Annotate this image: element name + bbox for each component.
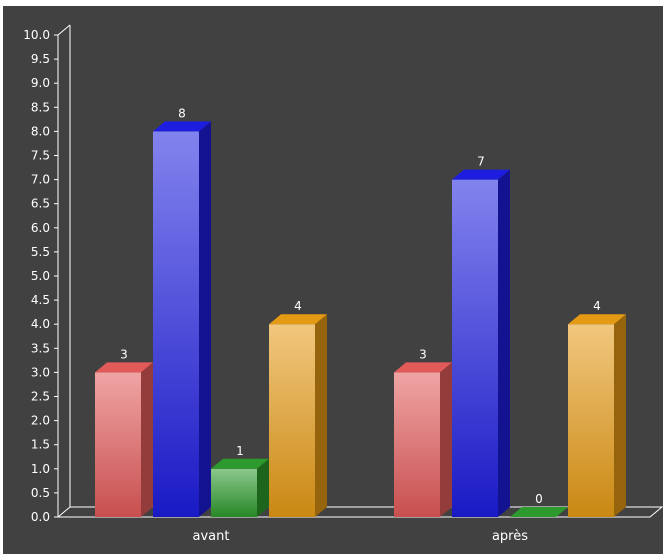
y-tick-label: 9.5 <box>31 52 50 66</box>
data-labels: 3 8 1 4 3 7 0 4 <box>120 106 601 506</box>
bar <box>394 362 452 517</box>
y-tick-label: 0.0 <box>31 510 50 524</box>
bars <box>95 121 626 518</box>
y-tick-label: 3.0 <box>31 365 50 379</box>
y-tick-label: 0.5 <box>31 486 50 500</box>
bar <box>153 121 211 518</box>
bar <box>95 362 153 517</box>
y-tick-label: 2.5 <box>31 390 50 404</box>
data-label: 4 <box>593 299 601 313</box>
y-tick-label: 6.5 <box>31 197 50 211</box>
y-tick-label: 4.0 <box>31 317 50 331</box>
bar <box>211 458 269 517</box>
y-tick-label: 6.0 <box>31 221 50 235</box>
data-label: 0 <box>535 492 543 506</box>
data-label: 7 <box>477 155 485 169</box>
y-tick-label: 1.5 <box>31 438 50 452</box>
y-tick-label: 4.5 <box>31 293 50 307</box>
y-tick-label: 7.0 <box>31 173 50 187</box>
data-label: 1 <box>236 444 244 458</box>
bar <box>510 507 568 517</box>
bar <box>269 314 327 517</box>
data-label: 3 <box>120 347 128 361</box>
data-label: 4 <box>294 299 302 313</box>
y-tick-label: 8.5 <box>31 100 50 114</box>
bar <box>452 169 510 517</box>
y-tick-label: 2.0 <box>31 414 50 428</box>
x-category-label: après <box>492 529 528 544</box>
y-tick-label: 1.0 <box>31 462 50 476</box>
bar <box>568 314 626 517</box>
y-tick-label: 3.5 <box>31 341 50 355</box>
data-label: 8 <box>178 106 186 120</box>
y-tick-label: 8.0 <box>31 124 50 138</box>
y-tick-label: 5.5 <box>31 245 50 259</box>
data-label: 3 <box>419 347 427 361</box>
x-category-label: avant <box>193 529 230 544</box>
y-tick-label: 7.5 <box>31 149 50 163</box>
y-tick-label: 9.0 <box>31 76 50 90</box>
y-tick-label: 10.0 <box>23 28 50 42</box>
y-tick-label: 5.0 <box>31 269 50 283</box>
chart-axes: 0.0 0.5 1.0 1.5 2.0 2.5 3.0 3.5 4.0 4.5 5.0 5.5 6.0 6… <box>23 24 664 544</box>
